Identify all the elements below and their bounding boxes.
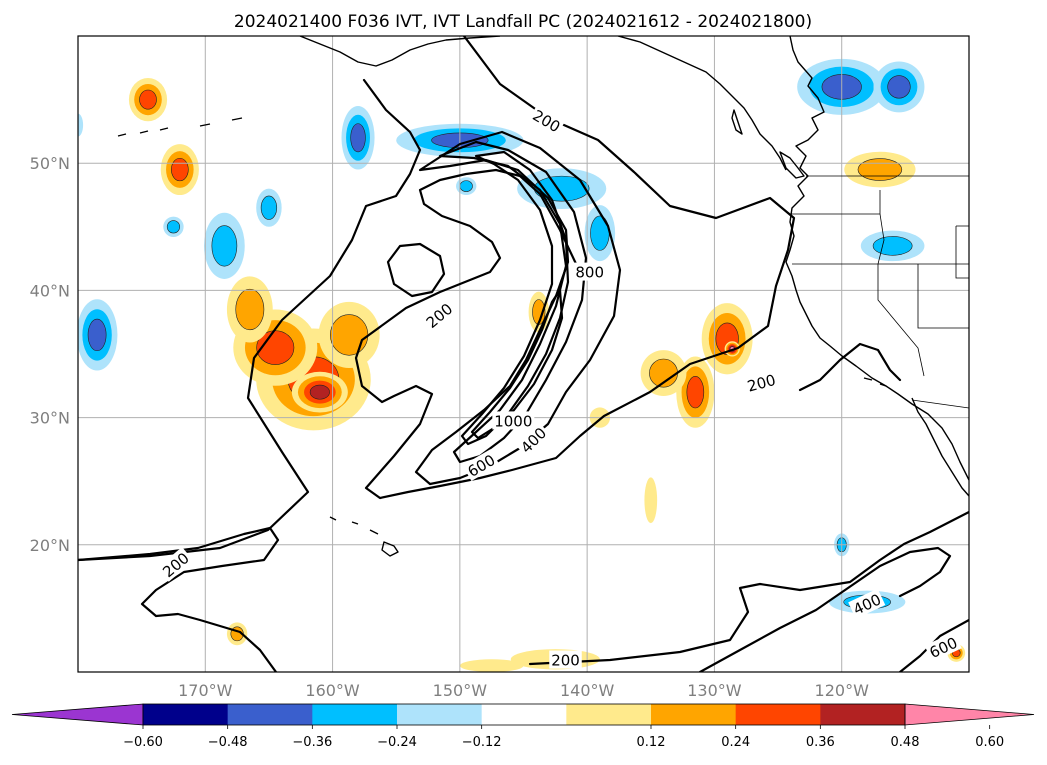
x-tick-label: 160°W xyxy=(305,681,360,700)
montana-border xyxy=(955,225,969,279)
contour-label-background xyxy=(528,104,566,137)
pc-region-28-band-1 xyxy=(872,236,913,256)
hawaiian-islands xyxy=(329,516,399,557)
idaho-border xyxy=(877,213,885,265)
baja-california-coast xyxy=(911,397,969,497)
land-outlines xyxy=(117,36,969,557)
ivt-contour-200-main xyxy=(78,78,422,562)
pc-region-4-band-3 xyxy=(309,384,330,400)
pc-region-31-band-1 xyxy=(166,220,181,234)
pc-region-3-band-1 xyxy=(330,314,369,356)
x-tick-label: 140°W xyxy=(560,681,615,700)
colorbar-tick-label: −0.12 xyxy=(462,735,502,750)
ivt-contour-400 xyxy=(414,130,622,486)
pc-region-11-band-1 xyxy=(857,158,903,181)
haida-gwaii-islands xyxy=(731,109,743,135)
contour-label-text: 1000 xyxy=(494,412,532,430)
ivt-contour-1000 xyxy=(470,288,564,440)
colorbar-segment-3 xyxy=(397,704,483,725)
pc-region-32-band-1 xyxy=(459,180,473,192)
vancouver-island xyxy=(779,151,805,179)
channel-islands xyxy=(863,377,887,387)
ivt-contour-400-se xyxy=(698,546,952,672)
alaska-panhandle-coast xyxy=(617,36,787,171)
north-america-coastline xyxy=(785,36,969,481)
nevada-utah-border xyxy=(917,264,969,329)
colorbar-tick-label: −0.24 xyxy=(377,735,417,750)
pc-region-18-band-0 xyxy=(459,659,524,672)
colorbar-tick-label: −0.60 xyxy=(123,735,163,750)
colorbar-segment-5 xyxy=(566,704,652,725)
nevada-california-border xyxy=(877,264,925,377)
ivt-contour-200-south xyxy=(78,510,969,672)
contour-label-background xyxy=(462,449,500,481)
axis-tick-labels: 170°W 160°W 150°W 140°W 130°W 120°W 20°N 30°N 40… xyxy=(30,154,869,700)
contour-label-background xyxy=(492,411,535,430)
ivt-contour-200-se xyxy=(798,342,902,392)
x-tick-label: 130°W xyxy=(687,681,742,700)
contour-label-9: 800 xyxy=(573,262,606,282)
contour-label-background xyxy=(549,650,582,669)
y-tick-label: 50°N xyxy=(30,154,70,173)
colorbar-tick-label: 0.12 xyxy=(637,735,666,750)
colorbar-extend-max xyxy=(904,703,1035,726)
colorbar-tick-label: −0.48 xyxy=(208,735,248,750)
colorbar-tick-label: 0.60 xyxy=(975,735,1004,750)
pc-region-20-band-2 xyxy=(887,75,911,99)
contour-label-text: 800 xyxy=(575,264,604,282)
colorbar-tick-label: 0.36 xyxy=(806,735,835,750)
contour-label-background xyxy=(848,588,886,619)
y-tick-label: 20°N xyxy=(30,536,70,555)
ivt-contour-200-pocket xyxy=(386,242,446,298)
colorbar: −0.60 −0.48 −0.36 −0.24 −0.12 0.12 0.24 0.36 0.4… xyxy=(11,703,1035,750)
x-tick-label: 120°W xyxy=(815,681,870,700)
contour-label-10: 1000 xyxy=(492,411,535,430)
contour-label-background xyxy=(157,547,194,582)
colorbar-segment-4 xyxy=(481,704,567,725)
pc-region-13-band-0 xyxy=(644,477,658,524)
colorbar-tick-label: −0.36 xyxy=(292,735,332,750)
pc-region-25-band-2 xyxy=(87,318,107,352)
pc-region-9-band-2 xyxy=(686,376,705,409)
ivt-contour-800 xyxy=(460,150,570,446)
aleutian-islands xyxy=(117,117,243,137)
pc-region-33-band-0 xyxy=(78,113,84,137)
contour-label-background xyxy=(573,262,606,281)
pc-region-24-band-1 xyxy=(590,215,610,251)
contour-label-4: 200 xyxy=(549,650,582,670)
pc-region-6-band-2 xyxy=(171,157,189,182)
colorbar-segment-8 xyxy=(820,704,906,725)
colorbar-tick-label: 0.48 xyxy=(891,735,920,750)
colorbar-extend-min xyxy=(11,703,144,726)
x-tick-label: 170°W xyxy=(178,681,233,700)
contour-label-background xyxy=(515,421,551,458)
y-tick-label: 40°N xyxy=(30,281,70,300)
pc-region-26-band-1 xyxy=(211,225,238,267)
contour-label-background xyxy=(420,297,458,333)
map-frame xyxy=(77,35,970,673)
colorbar-tick-label: 0.24 xyxy=(721,735,750,750)
chart-title: 2024021400 F036 IVT, IVT Landfall PC (20… xyxy=(234,12,812,32)
colorbar-segment-1 xyxy=(227,704,313,725)
colorbar-segment-7 xyxy=(735,704,821,725)
pc-region-5-band-2 xyxy=(139,89,157,110)
alaska-gulf-coast xyxy=(299,36,501,67)
contour-label-background xyxy=(924,631,962,662)
pc-region-27-band-1 xyxy=(260,195,278,220)
ivt-contour-200-arc xyxy=(354,36,796,500)
contour-label-background xyxy=(743,369,780,396)
map-background xyxy=(78,36,969,672)
x-tick-label: 150°W xyxy=(433,681,488,700)
lat-lon-gridlines xyxy=(78,36,969,672)
colorbar-segment-0 xyxy=(143,704,229,725)
colorbar-frame xyxy=(142,703,906,726)
colorbar-segment-2 xyxy=(312,704,398,725)
y-tick-label: 30°N xyxy=(30,409,70,428)
us-mexico-border xyxy=(911,399,969,409)
colorbar-segment-6 xyxy=(651,704,737,725)
contour-label-text: 200 xyxy=(551,652,580,670)
pc-region-21-band-2 xyxy=(350,123,366,153)
pc-region-2-band-1 xyxy=(235,288,265,331)
